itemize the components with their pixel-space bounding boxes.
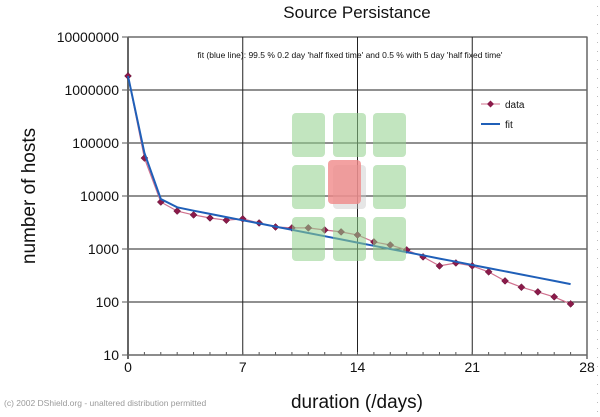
y-tick-label: 100000 — [72, 135, 119, 151]
x-tick-label: 28 — [579, 359, 595, 375]
edge-dot — [597, 186, 598, 187]
y-axis: 10 100 1000 10000 100000 1000000 10000000 — [57, 29, 129, 363]
legend: data fit — [481, 100, 525, 131]
edge-dot — [597, 6, 598, 7]
data-point — [173, 207, 182, 215]
edge-dot — [597, 24, 598, 25]
edge-dot — [597, 303, 598, 304]
edge-dot — [597, 285, 598, 286]
edge-dot — [597, 60, 598, 61]
edge-dot — [597, 249, 598, 250]
selection-grid-overlay[interactable] — [292, 113, 406, 261]
edge-dot — [597, 15, 598, 16]
edge-dot — [597, 51, 598, 52]
copyright-notice: (c) 2002 DShield.org - unaltered distrib… — [4, 398, 206, 408]
edge-dot — [597, 357, 598, 358]
data-point — [550, 293, 559, 301]
legend-fit-label: fit — [505, 120, 513, 131]
data-point — [206, 214, 214, 222]
y-tick-label: 1000000 — [64, 82, 119, 98]
legend-data-marker — [487, 100, 494, 108]
y-tick-label: 100 — [96, 294, 120, 310]
edge-dot — [597, 33, 598, 34]
grid-cell[interactable] — [333, 113, 366, 157]
grid-cell[interactable] — [373, 113, 406, 157]
edge-dot — [597, 96, 598, 97]
legend-data-label: data — [505, 100, 525, 111]
edge-dot — [597, 159, 598, 160]
edge-dot — [597, 123, 598, 124]
edge-dot — [597, 204, 598, 205]
edge-dot — [597, 150, 598, 151]
edge-dot — [597, 393, 598, 394]
edge-dot — [597, 321, 598, 322]
data-point — [222, 216, 231, 225]
edge-dot — [597, 78, 598, 79]
grid-cell[interactable] — [373, 217, 406, 261]
edge-dot — [597, 339, 598, 340]
edge-dot — [597, 231, 598, 232]
edge-dot — [597, 240, 598, 241]
data-point — [566, 300, 575, 308]
x-tick-label: 0 — [124, 359, 132, 375]
data-point — [189, 211, 198, 219]
y-axis-label: number of hosts — [19, 128, 40, 264]
edge-dot — [597, 87, 598, 88]
edge-dot — [597, 222, 598, 223]
grid-cell[interactable] — [292, 165, 325, 209]
edge-dot — [597, 375, 598, 376]
edge-dot — [597, 348, 598, 349]
edge-dot — [597, 105, 598, 106]
x-tick-label: 7 — [239, 359, 247, 375]
x-axis: 0 7 14 21 28 — [124, 37, 595, 375]
edge-dot — [597, 258, 598, 259]
edge-dot — [597, 294, 598, 295]
chart-title: Source Persistance — [283, 3, 430, 22]
edge-dot — [597, 267, 598, 268]
edge-dot — [597, 69, 598, 70]
data-point — [533, 288, 542, 296]
page-edge-dots — [597, 6, 598, 412]
edge-dot — [597, 213, 598, 214]
edge-dot — [597, 132, 598, 133]
edge-dot — [597, 384, 598, 385]
data-point — [484, 268, 493, 276]
edge-dot — [597, 168, 598, 169]
edge-dot — [597, 276, 598, 277]
grid-cell[interactable] — [292, 217, 325, 261]
data-point — [435, 262, 444, 270]
y-tick-label: 10 — [103, 347, 119, 363]
data-point — [501, 277, 509, 285]
edge-dot — [597, 312, 598, 313]
x-tick-label: 21 — [464, 359, 480, 375]
grid-cell-selected[interactable] — [328, 160, 361, 204]
x-tick-label: 14 — [350, 359, 366, 375]
edge-dot — [597, 411, 598, 412]
data-point — [517, 283, 526, 292]
fit-annotation: fit (blue line): 99.5 % 0.2 day 'half fi… — [197, 50, 502, 60]
edge-dot — [597, 177, 598, 178]
edge-dot — [597, 42, 598, 43]
edge-dot — [597, 402, 598, 403]
x-axis-label: duration (/days) — [291, 392, 423, 413]
edge-dot — [597, 114, 598, 115]
y-tick-label: 10000 — [80, 188, 119, 204]
y-tick-label: 1000 — [88, 241, 119, 257]
edge-dot — [597, 366, 598, 367]
grid-cell[interactable] — [292, 113, 325, 157]
grid-cell[interactable] — [373, 165, 406, 209]
y-tick-label: 10000000 — [57, 29, 120, 45]
edge-dot — [597, 141, 598, 142]
edge-dot — [597, 195, 598, 196]
grid-cell[interactable] — [333, 217, 366, 261]
edge-dot — [597, 330, 598, 331]
